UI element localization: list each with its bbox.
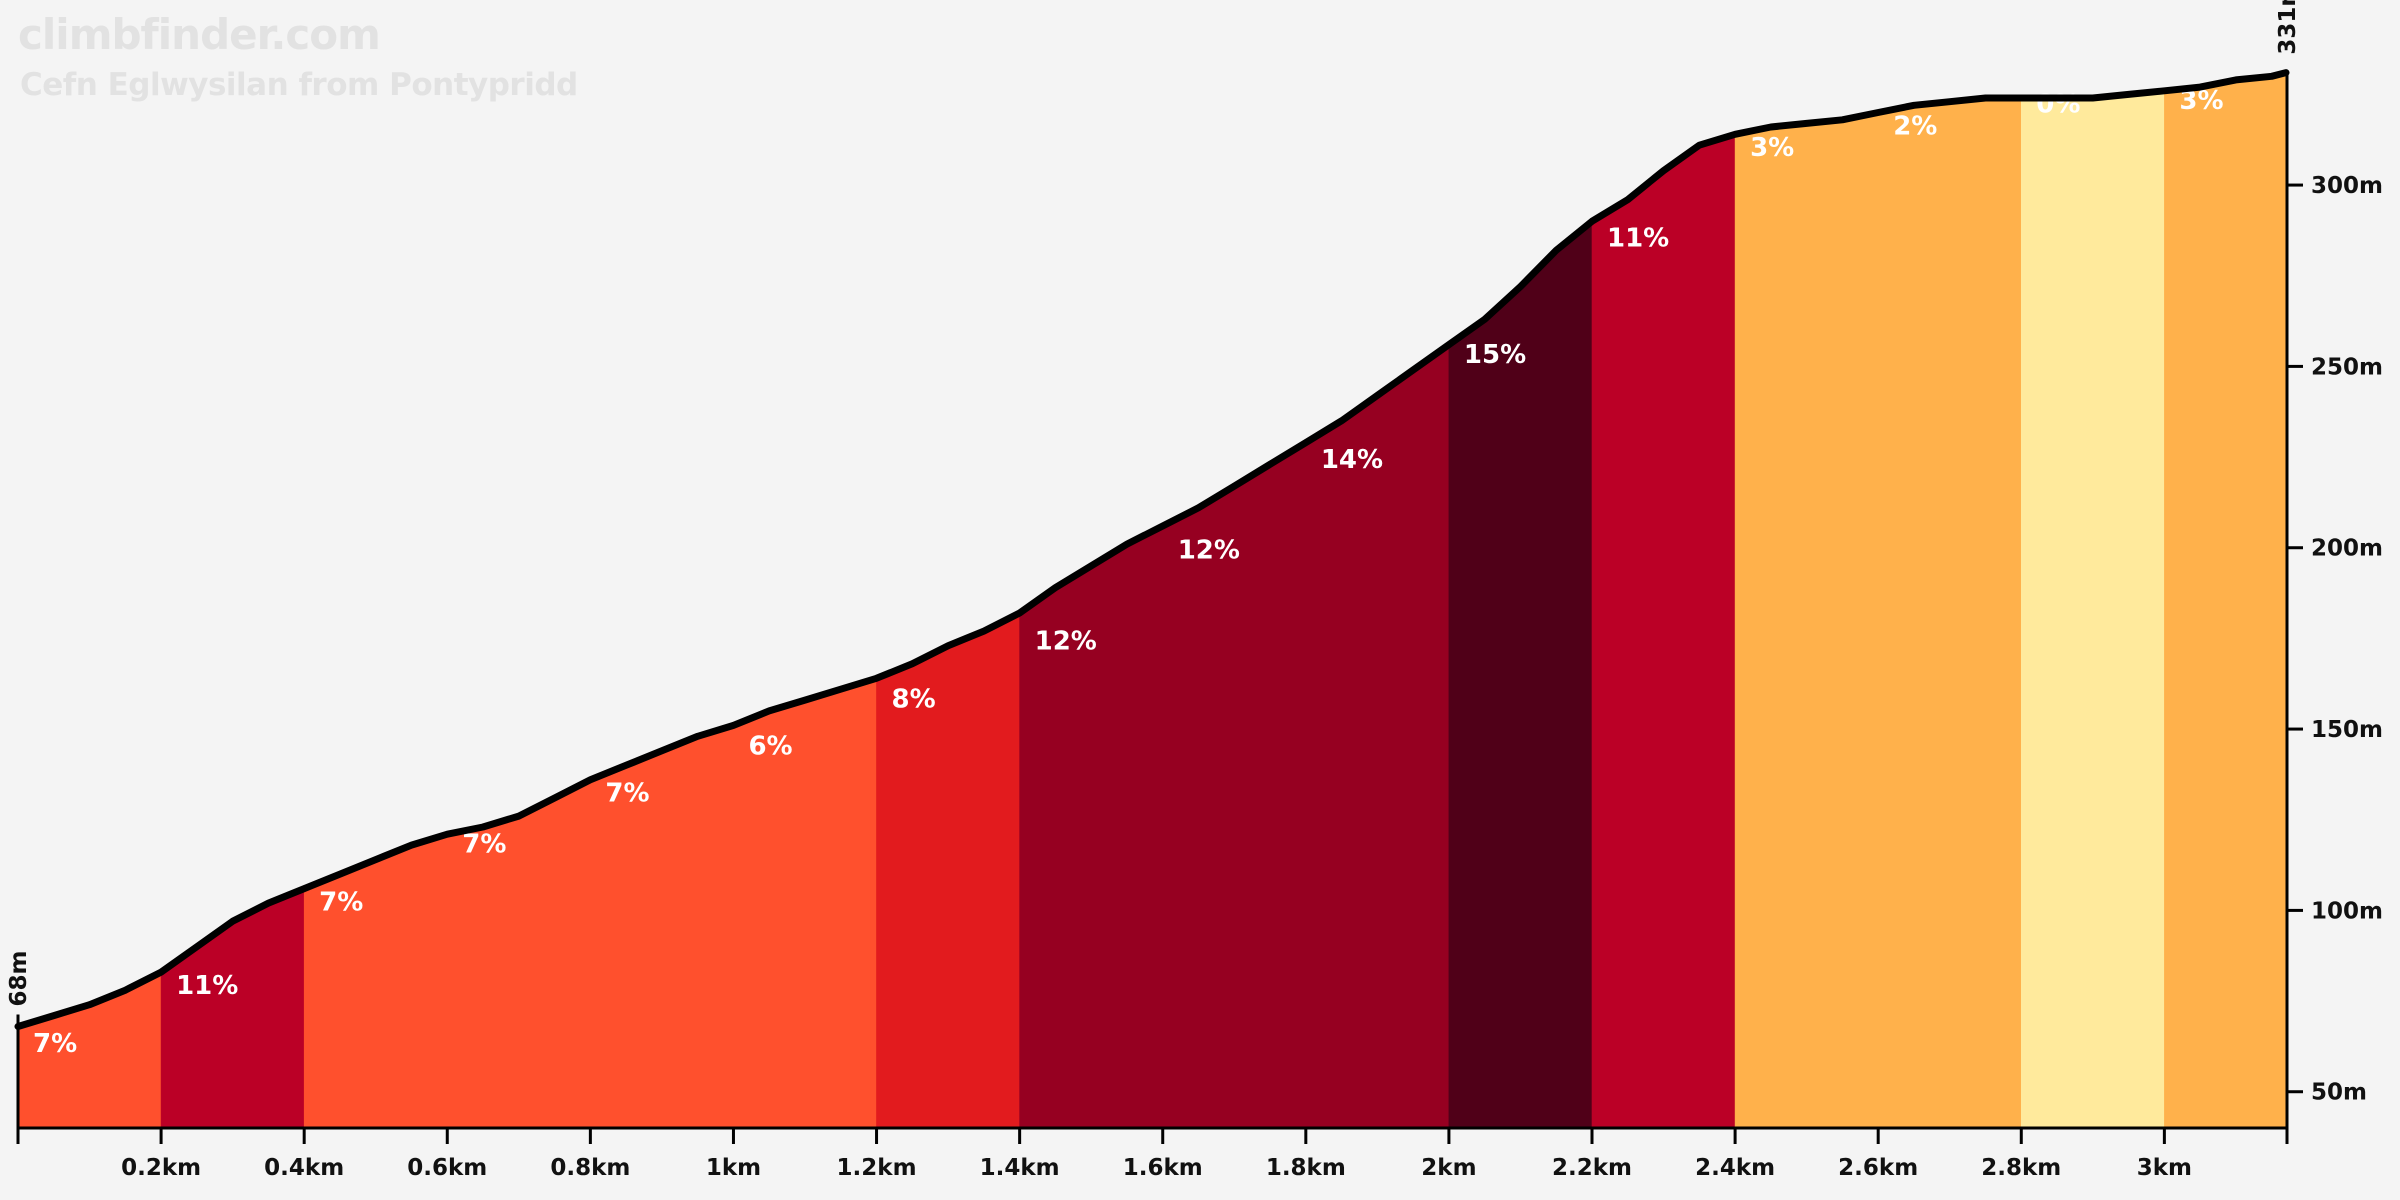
end-elevation-label: 331m xyxy=(2275,0,2301,55)
x-tick-label-3: 0.8km xyxy=(550,1155,630,1181)
x-tick-label-7: 1.6km xyxy=(1123,1155,1203,1181)
y-tick-label-3: 200m xyxy=(2311,536,2383,562)
x-tick-label-12: 2.6km xyxy=(1838,1155,1918,1181)
gradient-label-3: 7% xyxy=(319,887,363,917)
x-tick-label-11: 2.4km xyxy=(1695,1155,1775,1181)
gradient-label-10: 12% xyxy=(1178,536,1240,566)
x-tick-label-5: 1.2km xyxy=(837,1155,917,1181)
x-tick-label-2: 0.6km xyxy=(407,1155,487,1181)
site-brand: climbfinder.com xyxy=(18,10,381,59)
climb-title: Cefn Eglwysilan from Pontypridd xyxy=(20,67,578,103)
start-elevation-label: 68m xyxy=(6,950,32,1006)
gradient-segment-13 xyxy=(1591,133,1736,1129)
gradient-segment-8 xyxy=(1019,344,1450,1129)
y-tick-label-0: 50m xyxy=(2311,1080,2367,1106)
y-tick-label-2: 150m xyxy=(2311,717,2383,743)
gradient-label-9: 12% xyxy=(1035,626,1097,656)
gradient-label-13: 11% xyxy=(1607,224,1669,254)
gradient-label-4: 7% xyxy=(462,829,506,859)
elevation-profile-line xyxy=(14,69,2290,1030)
gradient-label-12: 15% xyxy=(1464,340,1526,370)
x-tick-label-4: 1km xyxy=(706,1155,761,1181)
gradient-label-15: 3% xyxy=(1750,133,1794,163)
x-tick-label-10: 2.2km xyxy=(1552,1155,1632,1181)
x-tick-label-13: 2.8km xyxy=(1981,1155,2061,1181)
gradient-label-6: 6% xyxy=(748,731,792,761)
gradient-label-5: 7% xyxy=(605,779,649,809)
gradient-label-0: 7% xyxy=(33,1029,77,1059)
gradient-label-7: 8% xyxy=(892,684,936,714)
gradient-segment-18 xyxy=(2164,72,2287,1129)
gradient-label-17: 0% xyxy=(2036,90,2080,120)
x-tick-label-1: 0.4km xyxy=(264,1155,344,1181)
x-tick-label-0: 0.2km xyxy=(121,1155,201,1181)
gradient-segment-17 xyxy=(2021,90,2165,1129)
y-tick-label-5: 300m xyxy=(2311,173,2383,199)
x-tick-label-14: 3km xyxy=(2137,1155,2192,1181)
x-tick-label-9: 2km xyxy=(1421,1155,1476,1181)
gradient-segment-14 xyxy=(1734,97,2022,1129)
gradient-label-16: 2% xyxy=(1893,111,1937,141)
x-tick-label-6: 1.4km xyxy=(980,1155,1060,1181)
gradient-label-11: 14% xyxy=(1321,445,1383,475)
y-tick-label-4: 250m xyxy=(2311,354,2383,380)
x-tick-label-8: 1.8km xyxy=(1266,1155,1346,1181)
y-tick-label-1: 100m xyxy=(2311,898,2383,924)
gradient-label-1: 11% xyxy=(176,971,238,1001)
